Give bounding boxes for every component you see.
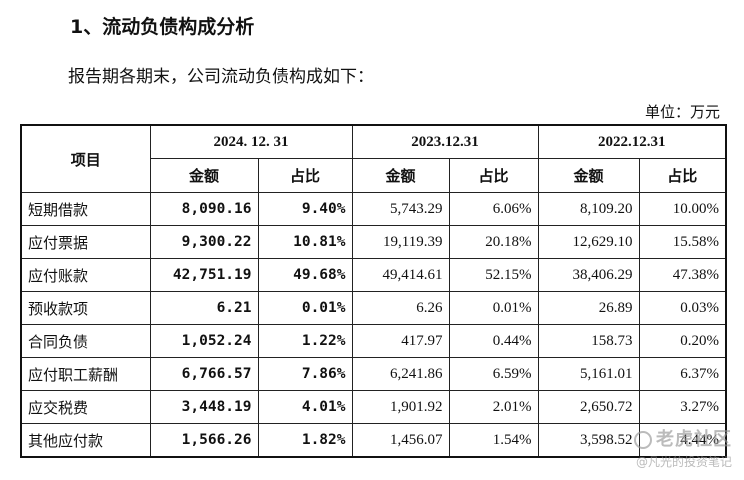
- table-row: 应付账款 42,751.19 49.68% 49,414.61 52.15% 38,406…: [20, 258, 727, 292]
- ratio-cell: 4.01%: [257, 390, 353, 424]
- row-item-label: 应付职工薪酬: [20, 357, 151, 391]
- ratio-cell: 6.06%: [448, 192, 539, 226]
- section-title: 1、流动负债构成分析: [70, 16, 255, 38]
- row-item-label: 应付票据: [20, 225, 151, 259]
- table-row: 应付票据 9,300.22 10.81% 19,119.39 20.18% 12,629.…: [20, 225, 727, 259]
- amount-cell: 1,901.92: [351, 390, 450, 424]
- period-header-2022: 2022.12.31: [537, 124, 727, 159]
- amount-cell: 158.73: [537, 324, 640, 358]
- amount-cell: 5,743.29: [351, 192, 450, 226]
- ratio-cell: 7.86%: [257, 357, 353, 391]
- row-item-label: 应交税费: [20, 390, 151, 424]
- amount-header: 金额: [537, 158, 640, 193]
- watermark-logo-text: 老虎社区: [656, 429, 732, 450]
- amount-header: 金额: [149, 158, 259, 193]
- ratio-cell: 0.44%: [448, 324, 539, 358]
- amount-cell: 9,300.22: [149, 225, 259, 259]
- amount-cell: 42,751.19: [149, 258, 259, 292]
- row-item-label: 短期借款: [20, 192, 151, 226]
- watermark: 老虎社区 @凡光的投资笔记: [634, 425, 732, 470]
- ratio-cell: 9.40%: [257, 192, 353, 226]
- ratio-cell: 4.44%: [638, 423, 727, 458]
- watermark-logo: 老虎社区: [634, 425, 732, 451]
- table-row: 合同负债 1,052.24 1.22% 417.97 0.44% 158.73 0.20%: [20, 324, 727, 358]
- amount-cell: 3,598.52: [537, 423, 640, 458]
- current-liabilities-table: 项目 2024. 12. 31 2023.12.31 2022.12.31 金额…: [20, 124, 727, 458]
- ratio-cell: 10.81%: [257, 225, 353, 259]
- amount-cell: 1,566.26: [149, 423, 259, 458]
- ratio-cell: 20.18%: [448, 225, 539, 259]
- table-row: 应付职工薪酬 6,766.57 7.86% 6,241.86 6.59% 5,161.01…: [20, 357, 727, 391]
- amount-cell: 38,406.29: [537, 258, 640, 292]
- ratio-cell: 2.01%: [448, 390, 539, 424]
- amount-cell: 12,629.10: [537, 225, 640, 259]
- ratio-cell: 52.15%: [448, 258, 539, 292]
- ratio-cell: 0.20%: [638, 324, 727, 358]
- ratio-cell: 1.82%: [257, 423, 353, 458]
- ratio-cell: 0.01%: [257, 291, 353, 325]
- ratio-cell: 49.68%: [257, 258, 353, 292]
- ratio-cell: 1.22%: [257, 324, 353, 358]
- watermark-subtext: @凡光的投资笔记: [635, 455, 732, 469]
- row-item-label: 合同负债: [20, 324, 151, 358]
- amount-cell: 6.21: [149, 291, 259, 325]
- amount-cell: 19,119.39: [351, 225, 450, 259]
- ratio-cell: 0.01%: [448, 291, 539, 325]
- ratio-header: 占比: [257, 158, 353, 193]
- ratio-cell: 1.54%: [448, 423, 539, 458]
- ratio-cell: 3.27%: [638, 390, 727, 424]
- amount-cell: 3,448.19: [149, 390, 259, 424]
- ratio-header: 占比: [638, 158, 727, 193]
- ratio-cell: 0.03%: [638, 291, 727, 325]
- amount-cell: 8,109.20: [537, 192, 640, 226]
- table-row: 其他应付款 1,566.26 1.82% 1,456.07 1.54% 3,598.52 4…: [20, 423, 727, 458]
- amount-cell: 49,414.61: [351, 258, 450, 292]
- period-header-2023: 2023.12.31: [351, 124, 539, 159]
- table-row: 预收款项 6.21 0.01% 6.26 0.01% 26.89 0.03%: [20, 291, 727, 325]
- row-item-label: 其他应付款: [20, 423, 151, 458]
- amount-cell: 8,090.16: [149, 192, 259, 226]
- row-item-label: 应付账款: [20, 258, 151, 292]
- amount-cell: 5,161.01: [537, 357, 640, 391]
- amount-cell: 26.89: [537, 291, 640, 325]
- amount-cell: 6.26: [351, 291, 450, 325]
- period-header-2024: 2024. 12. 31: [149, 124, 353, 159]
- amount-cell: 1,052.24: [149, 324, 259, 358]
- intro-text: 报告期各期末，公司流动负债构成如下：: [68, 67, 374, 87]
- ratio-cell: 47.38%: [638, 258, 727, 292]
- tiger-logo-icon: [634, 431, 652, 449]
- unit-label: 单位：万元: [644, 103, 720, 121]
- row-item-label: 预收款项: [20, 291, 151, 325]
- table-row: 短期借款 8,090.16 9.40% 5,743.29 6.06% 8,109.20 10…: [20, 192, 727, 226]
- amount-header: 金额: [351, 158, 450, 193]
- ratio-header: 占比: [448, 158, 539, 193]
- amount-cell: 2,650.72: [537, 390, 640, 424]
- ratio-cell: 6.59%: [448, 357, 539, 391]
- amount-cell: 417.97: [351, 324, 450, 358]
- amount-cell: 6,241.86: [351, 357, 450, 391]
- ratio-cell: 10.00%: [638, 192, 727, 226]
- item-header: 项目: [20, 124, 151, 193]
- amount-cell: 6,766.57: [149, 357, 259, 391]
- ratio-cell: 6.37%: [638, 357, 727, 391]
- ratio-cell: 15.58%: [638, 225, 727, 259]
- amount-cell: 1,456.07: [351, 423, 450, 458]
- table-row: 应交税费 3,448.19 4.01% 1,901.92 2.01% 2,650.72 3.…: [20, 390, 727, 424]
